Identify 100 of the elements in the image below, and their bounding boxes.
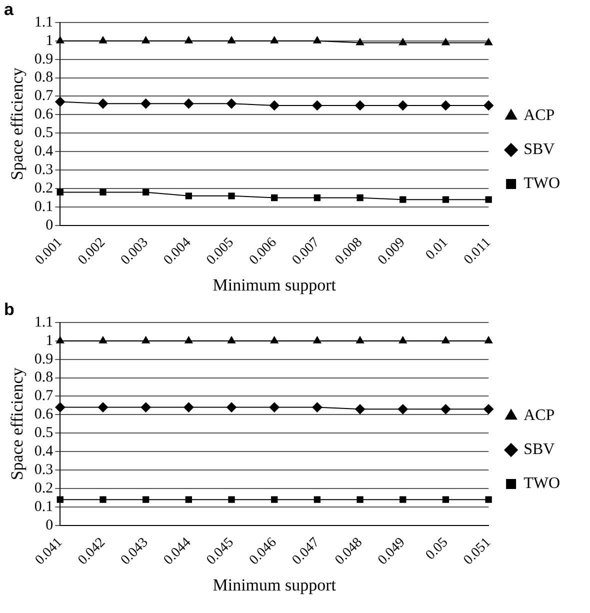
y-axis-title: Space efficiency [8,67,27,180]
y-tick-label: 0.7 [34,388,54,404]
point [142,496,150,503]
y-tick-label: 0.1 [34,498,54,515]
point [184,402,194,412]
point [184,36,193,44]
y-tick-label: 1 [46,32,54,49]
legend-label: TWO [524,475,560,492]
y-tick-label: 0.5 [34,425,54,442]
point [99,36,107,44]
point [100,188,106,196]
point [398,100,408,110]
point [484,404,494,414]
point [226,402,237,412]
point [356,38,364,46]
point [398,404,408,414]
y-tick-label: 0.8 [34,70,54,86]
point [356,336,364,344]
point [440,404,451,414]
point [484,100,494,110]
y-tick-label: 0 [46,217,54,234]
y-tick-label: 0.8 [34,370,54,386]
point [484,336,493,344]
point [184,98,194,109]
point [184,336,193,344]
point [142,36,150,44]
chart-title: a [4,0,14,19]
y-tick-label: 0 [46,517,54,534]
point [185,192,192,200]
point [440,100,451,110]
y-tick-label: 0.4 [34,444,54,460]
point [400,496,406,503]
point [271,194,278,202]
point [98,402,108,412]
y-tick-label: 0.3 [34,462,54,478]
point [442,38,450,46]
y-tick-label: 0.3 [34,162,54,178]
point [355,100,366,110]
x-tick-label: 0.05 [423,535,452,564]
point [228,192,235,200]
point [312,402,322,412]
point [140,402,151,412]
point [398,336,407,344]
x-tick-label: 0.01 [423,235,452,264]
point [269,402,280,412]
point [314,496,321,503]
y-tick-label: 1 [46,332,54,349]
point [98,98,108,109]
y-tick-label: 0.4 [34,144,54,160]
point [226,98,237,109]
point [142,336,150,344]
point [484,38,493,46]
point [271,496,278,503]
legend-label: ACP [524,107,555,124]
point [100,496,106,503]
y-tick-label: 0.7 [34,88,54,104]
point [312,100,322,110]
point [228,496,235,503]
point [228,336,236,344]
point [269,100,280,110]
y-tick-label: 0.6 [34,406,54,423]
legend-label: ACP [524,407,555,424]
point [55,402,66,412]
y-tick-label: 0.9 [34,51,54,68]
point [313,336,322,344]
point [355,404,366,414]
chart-title: b [4,300,14,319]
y-axis-title: Space efficiency [8,367,27,480]
point [485,196,492,203]
point [442,336,450,344]
y-tick-label: 0.6 [34,106,54,123]
y-tick-label: 0.9 [34,351,54,368]
point [142,188,150,196]
x-axis-title: Minimum support [212,275,336,294]
y-tick-label: 0.1 [34,198,54,215]
point [442,196,450,203]
legend-label: TWO [524,175,560,192]
point [56,496,64,503]
point [228,36,236,44]
point [442,496,450,503]
point [485,496,492,503]
point [398,38,407,46]
point [55,96,66,107]
point [99,336,107,344]
y-tick-label: 1.1 [34,314,54,330]
y-tick-label: 0.2 [34,480,54,496]
legend-label: SBV [524,141,556,158]
point [270,36,278,44]
point [356,194,364,202]
point [185,496,192,503]
y-tick-label: 0.5 [34,125,54,142]
point [270,336,278,344]
x-axis-title: Minimum support [212,575,336,594]
y-tick-label: 0.2 [34,180,54,196]
point [400,196,406,203]
point [313,36,322,44]
legend-label: SBV [524,441,556,458]
point [314,194,321,202]
point [356,496,364,503]
point [140,98,151,109]
